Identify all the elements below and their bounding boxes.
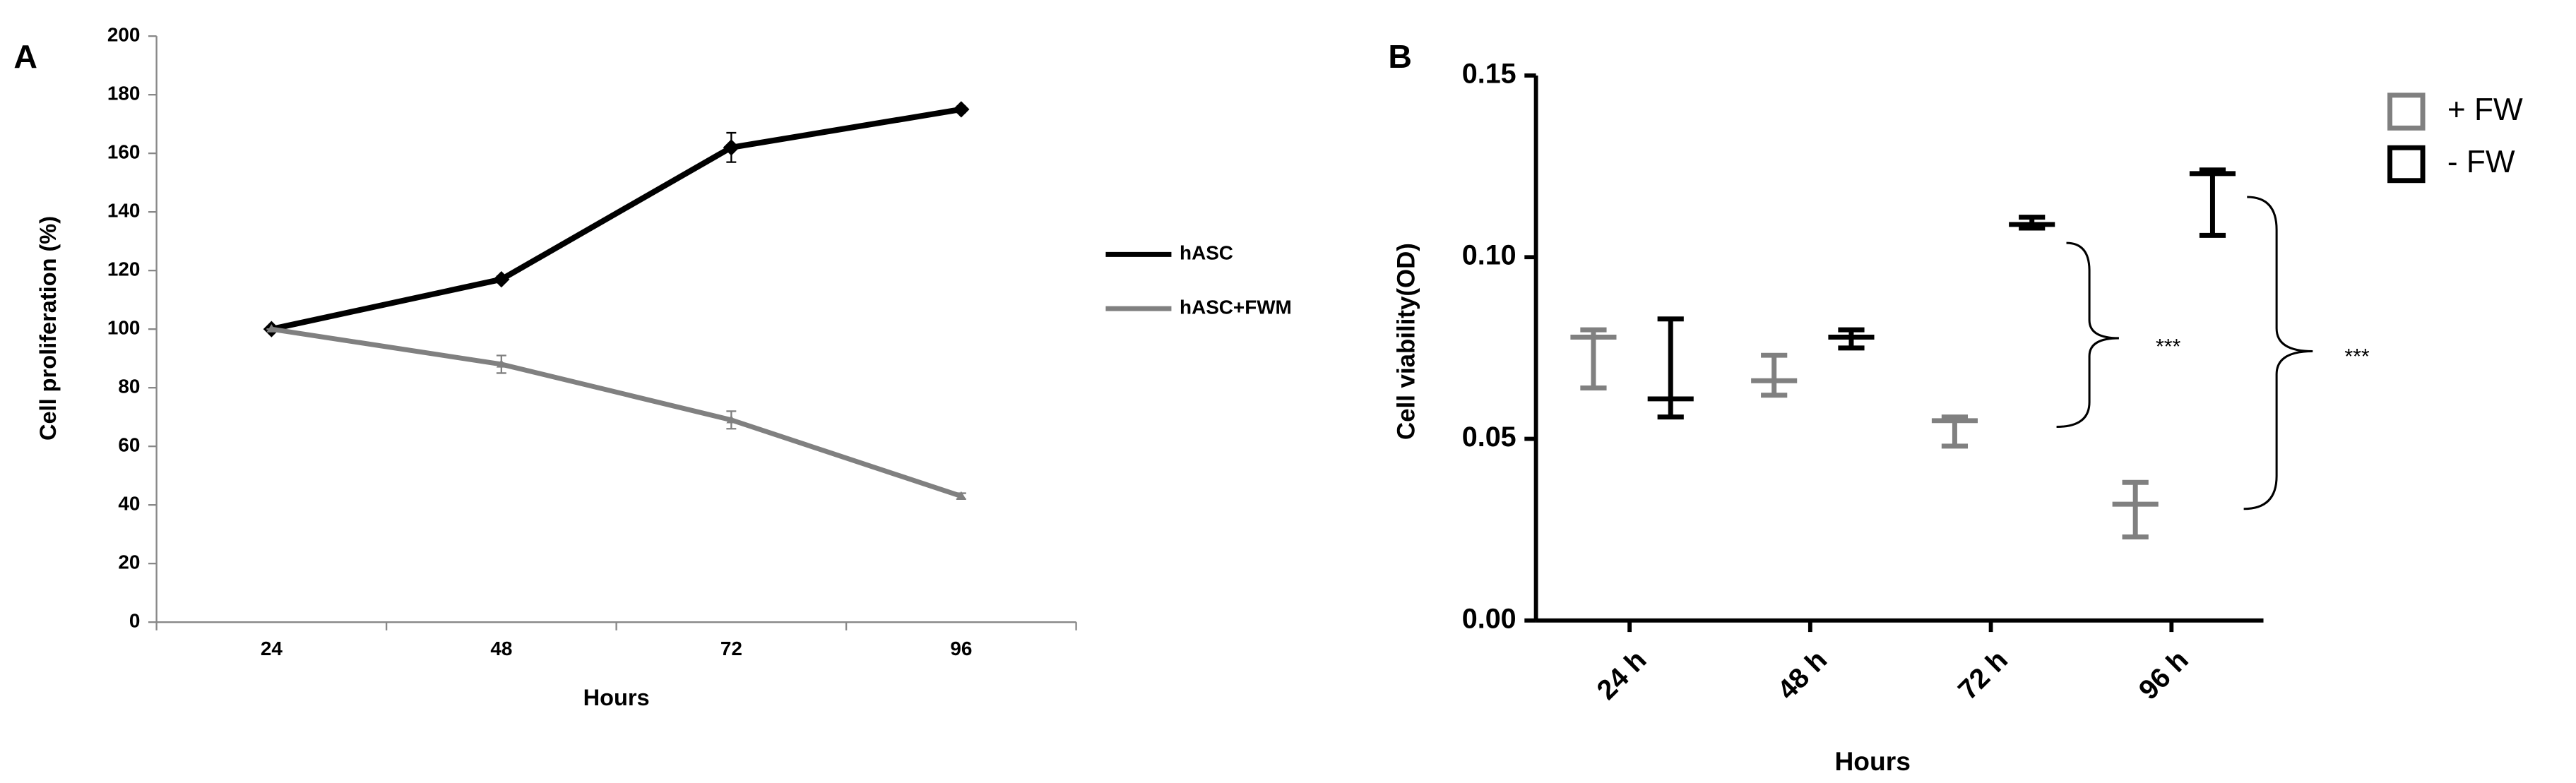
x-tick-label: 24 (261, 638, 283, 659)
y-axis-title: Cell viability(OD) (1392, 243, 1420, 440)
y-tick-label: 80 (118, 376, 140, 398)
marker (956, 491, 966, 500)
y-tick-label: 0.05 (1462, 422, 1516, 453)
x-axis-title: Hours (583, 685, 650, 710)
significance-bracket (2056, 241, 2119, 428)
series-line (271, 326, 962, 499)
series-line (271, 106, 962, 333)
y-tick-label: 0.15 (1462, 58, 1516, 89)
x-tick-label: 24 h (1591, 645, 1652, 706)
marker (496, 359, 506, 368)
y-axis-title: Cell proliferation (%) (35, 216, 61, 441)
annotation: *** (2344, 345, 2370, 369)
significance-bracket (2243, 196, 2313, 510)
y-tick-label: 120 (107, 258, 141, 280)
marker (723, 139, 740, 156)
marker (726, 414, 737, 424)
x-tick-label: 48 h (1771, 645, 1833, 706)
x-tick-label: 48 (490, 638, 512, 659)
y-tick-label: 0 (129, 610, 141, 632)
legend-swatch (2387, 92, 2426, 131)
legend-label: - FW (2447, 145, 2515, 179)
y-tick-label: 0.10 (1462, 240, 1516, 271)
legend-swatch (2387, 145, 2426, 184)
x-tick-label: 72 h (1952, 645, 2014, 706)
marker (266, 324, 277, 333)
legend-label: hASC (1180, 242, 1233, 264)
y-tick-label: 140 (107, 200, 141, 222)
y-tick-label: 180 (107, 83, 141, 104)
x-tick-label: 72 (720, 638, 742, 659)
y-tick-label: 100 (107, 317, 141, 339)
y-tick-label: 40 (118, 493, 140, 515)
panel-label: A (13, 38, 37, 75)
marker (953, 101, 970, 118)
y-tick-label: 160 (107, 141, 141, 163)
annotation: *** (2156, 335, 2181, 359)
y-tick-label: 20 (118, 551, 140, 573)
x-axis-title: Hours (1834, 746, 1910, 776)
panel-label: B (1388, 38, 1412, 75)
x-tick-label: 96 (950, 638, 972, 659)
y-tick-label: 60 (118, 434, 140, 456)
y-tick-label: 200 (107, 24, 141, 46)
x-tick-label: 96 h (2133, 645, 2195, 706)
legend-label: hASC+FWM (1180, 296, 1292, 318)
marker (493, 270, 510, 288)
legend-label: + FW (2447, 92, 2523, 127)
y-tick-label: 0.00 (1462, 603, 1516, 634)
